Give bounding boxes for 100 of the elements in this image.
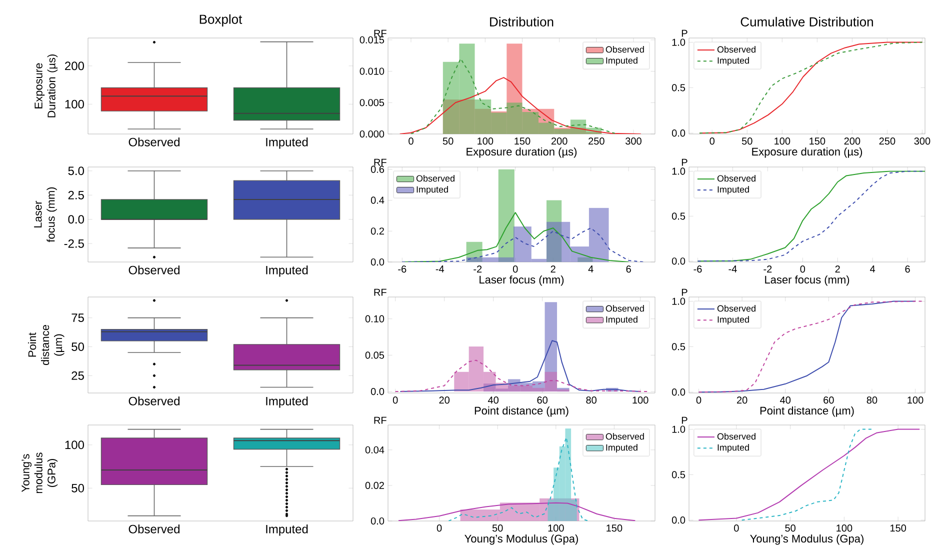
line-series: [698, 428, 920, 521]
x-tick-label: 200: [844, 138, 860, 145]
legend-label: Imputed: [606, 57, 638, 66]
y-tick-label: 0.5: [672, 84, 686, 92]
y-axis-title: P: [682, 158, 688, 166]
x-tick-label: 100: [908, 396, 924, 404]
x-tick-label: Imputed: [266, 266, 308, 277]
y-tick-label: 1.0: [672, 168, 686, 175]
x-tick-label: Observed: [128, 524, 180, 534]
line-series: [699, 42, 923, 134]
y-axis-title: P: [682, 416, 688, 424]
y-tick-label: 0.4: [370, 196, 384, 204]
x-tick-label: 0: [436, 524, 442, 532]
y-tick-label: 0.0: [370, 388, 384, 396]
y-tick-label: 0.5: [672, 471, 686, 478]
line-series: [697, 170, 926, 262]
y-tick-label: 0.2: [370, 228, 384, 235]
x-tick-label: 80: [586, 396, 596, 404]
y-tick-label: 100: [65, 100, 84, 108]
x-tick-label: 4: [870, 266, 876, 272]
y-tick-label: 0.05: [365, 352, 384, 359]
x-tick-label: 100: [836, 524, 852, 532]
y-tick-label: 75: [72, 314, 84, 322]
line-series: [394, 360, 648, 392]
y-tick-label: 50: [72, 484, 84, 492]
legend-label: Observed: [416, 174, 454, 182]
x-tick-label: 60: [824, 396, 834, 404]
x-axis-title: Young’s Modulus (Gpa): [464, 534, 578, 545]
x-tick-label: Observed: [128, 138, 180, 146]
x-tick-label: 60: [537, 396, 548, 404]
x-tick-label: 2: [835, 266, 840, 273]
x-tick-label: Imputed: [266, 396, 308, 408]
x-tick-label: 6: [905, 266, 910, 273]
x-tick-label: 0: [408, 138, 414, 145]
legend-label: Observed: [717, 433, 756, 440]
x-axis-title: Laser focus (mm): [765, 275, 850, 286]
y-tick-label: 0.000: [360, 130, 384, 138]
x-axis-title: Point distance (µm): [760, 406, 854, 417]
x-tick-label: 150: [514, 138, 530, 145]
x-tick-label: 20: [439, 396, 450, 404]
y-tick-label: 0.5: [672, 343, 686, 350]
x-tick-label: 0: [512, 266, 518, 273]
x-axis-title: Laser focus (mm): [480, 275, 564, 286]
x-tick-label: 50: [742, 138, 752, 145]
y-tick-label: 0.0: [672, 258, 686, 265]
y-axis-title: P: [682, 30, 688, 37]
y-tick-label: 0.0: [370, 258, 384, 266]
legend-label: Imputed: [718, 186, 749, 194]
legend-label: Observed: [606, 433, 644, 440]
x-tick-label: 300: [626, 138, 642, 145]
y-tick-label: 0.005: [360, 99, 384, 106]
legend-label: Observed: [717, 174, 756, 182]
y-tick-label: 0.5: [672, 212, 686, 220]
x-tick-label: -6: [694, 266, 702, 273]
y-tick-label: 0.10: [365, 315, 384, 322]
y-tick-label: 0.010: [360, 68, 384, 75]
y-axis-title: RF: [374, 30, 386, 37]
x-tick-label: -4: [728, 266, 737, 272]
x-tick-label: 0: [710, 138, 715, 145]
x-tick-label: 40: [780, 396, 791, 404]
y-tick-label: 1.0: [672, 426, 686, 433]
x-tick-label: 0: [734, 524, 739, 532]
x-axis-title: Exposure duration (µs): [752, 147, 862, 158]
x-tick-label: 0: [800, 266, 806, 273]
chart-title: Distribution: [490, 16, 554, 26]
y-axis-title: RF: [374, 158, 386, 166]
y-tick-label: 0.04: [365, 446, 384, 454]
x-tick-label: 50: [492, 524, 503, 532]
x-tick-label: -4: [436, 266, 444, 272]
y-axis-title: Young’s modulus (GPa): [22, 452, 58, 494]
y-tick-label: 0.015: [360, 36, 384, 44]
y-tick-label: 2.5: [68, 190, 84, 200]
line-series: [398, 502, 636, 521]
x-tick-label: 50: [442, 138, 454, 145]
y-tick-label: 0.6: [370, 166, 384, 173]
x-tick-label: 250: [588, 138, 604, 145]
x-tick-label: 300: [914, 138, 930, 145]
x-tick-label: -6: [398, 266, 406, 273]
x-tick-label: 20: [736, 396, 748, 404]
x-tick-label: 100: [774, 138, 790, 145]
x-tick-label: 80: [866, 396, 878, 404]
legend-label: Observed: [606, 46, 644, 53]
x-tick-label: 100: [632, 396, 648, 404]
legend-label: Observed: [717, 305, 756, 312]
x-tick-label: 150: [606, 524, 622, 532]
x-tick-label: 200: [551, 138, 568, 145]
x-tick-label: Observed: [128, 266, 180, 274]
x-tick-label: 100: [478, 138, 494, 145]
x-axis-title: Young’s Modulus (Gpa): [750, 534, 864, 545]
x-tick-label: 100: [548, 524, 564, 532]
x-tick-label: 0: [392, 396, 398, 404]
y-axis-title: Laser focus (mm): [34, 187, 57, 242]
chart-title: Cumulative Distribution: [740, 16, 873, 26]
x-tick-label: 6: [626, 266, 631, 273]
y-axis-title: P: [682, 288, 688, 296]
x-tick-label: 2: [550, 266, 556, 273]
y-tick-label: 1.0: [672, 298, 686, 305]
x-tick-label: 4: [588, 266, 594, 272]
legend-label: Imputed: [606, 316, 638, 324]
y-tick-label: 0.0: [672, 388, 686, 396]
